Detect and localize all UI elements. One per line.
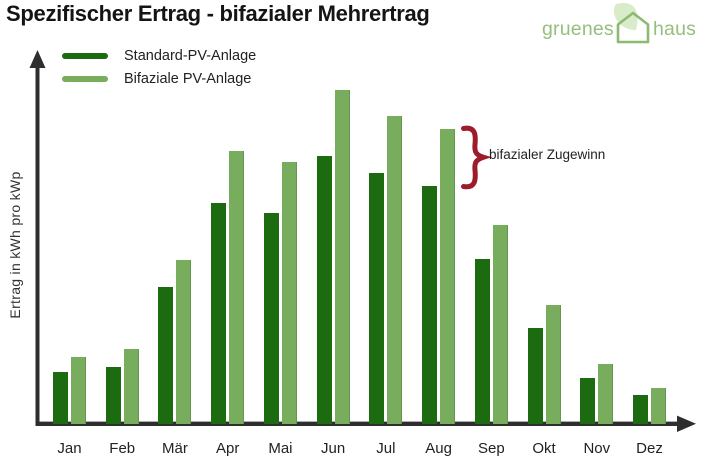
x-tick-okt: Okt [532,440,556,457]
bar-bifazial-okt [545,304,561,424]
bar-standard-apr [211,203,227,424]
bar-standard-dez [633,395,649,424]
legend-swatch-bifazial [62,75,108,82]
x-tick-aug: Aug [425,440,452,457]
bar-standard-sep [474,258,490,424]
x-tick-sep: Sep [477,440,505,457]
x-tick-jul: Jul [376,440,396,457]
bar-bifazial-dez [651,387,667,424]
bar-bifazial-jul [387,116,403,424]
page-title: Spezifischer Ertrag - bifazialer Mehrert… [6,1,430,26]
x-axis-arrow-icon [677,415,696,432]
bar-standard-aug [422,186,438,424]
bar-bifazial-apr [229,151,245,424]
x-tick-jun: Jun [321,440,346,457]
bar-standard-jul [369,173,385,424]
bar-standard-mär [158,286,174,424]
bar-bifazial-mai [281,162,297,424]
bar-bifazial-nov [598,364,614,424]
bar-bifazial-sep [492,225,508,424]
bar-bifazial-mär [176,259,192,424]
legend-label: Bifaziale PV-Anlage [124,70,252,87]
bar-standard-nov [580,378,596,424]
x-tick-apr: Apr [216,440,240,457]
bar-bifazial-aug [440,128,456,424]
logo-icon [613,3,650,44]
logo-text-haus: haus [653,18,697,40]
bar-bifazial-feb [123,349,139,424]
bar-standard-okt [527,327,543,424]
logo-text-gruenes: gruenes [542,18,614,40]
x-tick-mai: Mai [268,440,293,457]
legend-item-standard: Standard-PV-Anlage [62,44,256,67]
brace-icon [461,125,492,190]
x-tick-feb: Feb [109,440,136,457]
legend-swatch-standard [62,52,108,59]
annotation-label: bifazialer Zugewinn [489,147,606,162]
legend: Standard-PV-Anlage Bifaziale PV-Anlage [62,44,256,90]
bar-bifazial-jun [334,89,350,424]
legend-label: Standard-PV-Anlage [124,47,257,64]
y-axis-arrow-icon [29,50,46,68]
x-tick-jan: Jan [57,440,82,457]
bar-standard-feb [105,367,121,424]
x-tick-nov: Nov [583,440,611,457]
bar-bifazial-jan [71,356,86,424]
bar-standard-jun [316,156,332,424]
house-icon [616,11,650,44]
legend-item-bifazial: Bifaziale PV-Anlage [62,67,256,90]
bar-standard-mai [263,213,279,424]
x-tick-mär: Mär [162,440,188,457]
x-tick-dez: Dez [636,440,663,457]
bar-standard-jan [53,371,68,424]
